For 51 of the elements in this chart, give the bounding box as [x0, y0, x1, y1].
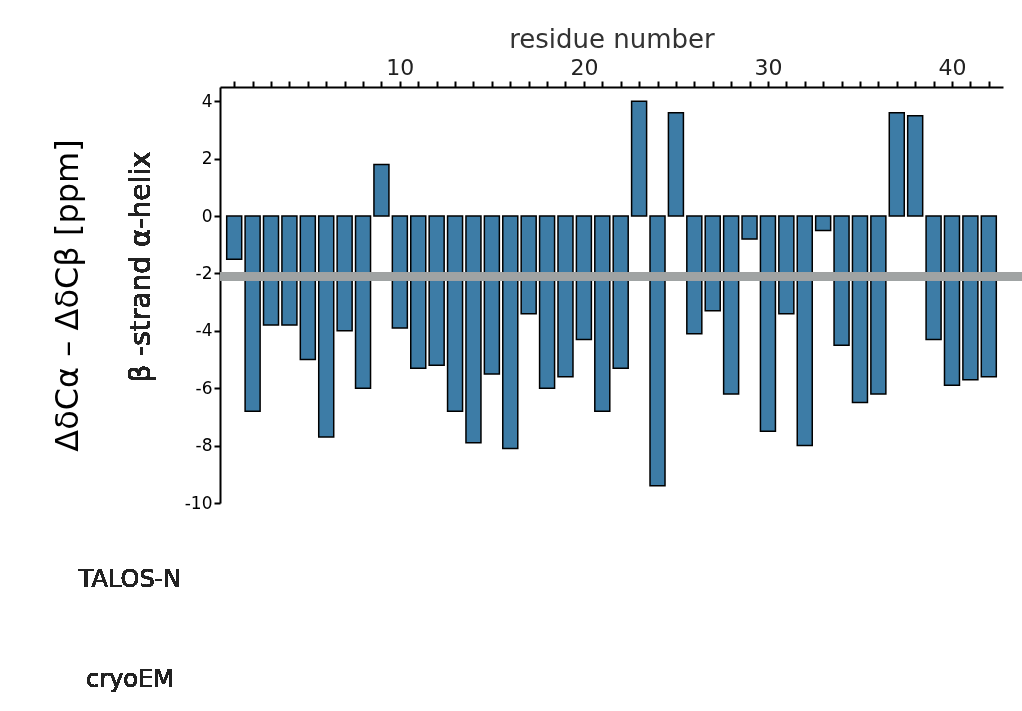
bar: [851, 215, 869, 404]
bar: [465, 215, 482, 444]
y-tick-label: -10: [184, 492, 213, 513]
bar: [446, 215, 464, 412]
x-tick-label: 40: [938, 54, 967, 80]
bar: [630, 100, 648, 217]
bar: [925, 215, 942, 341]
bar: [538, 215, 556, 389]
text: β -strand α-helix: [124, 151, 157, 383]
bar: [833, 215, 850, 346]
y-tick-label: 0: [201, 205, 213, 226]
bar: [354, 215, 372, 389]
bar: [888, 112, 906, 217]
bar: [759, 215, 777, 433]
bar: [225, 215, 243, 260]
bar: [575, 215, 593, 341]
bar: [336, 215, 353, 332]
bar: [778, 215, 795, 315]
y-tick-label: -4: [195, 320, 213, 341]
text: TALOS-N: [77, 565, 182, 593]
bar: [722, 215, 740, 395]
bar: [391, 215, 409, 329]
bar: [870, 215, 887, 395]
x-tick-label: 30: [754, 54, 783, 80]
bar: [557, 215, 574, 378]
text: cryoEM: [86, 665, 174, 693]
y-tick-label: 4: [201, 90, 213, 111]
bar: [483, 215, 501, 375]
bar: [281, 215, 298, 326]
bar: [299, 215, 317, 361]
y-tick-label: -2: [195, 262, 213, 283]
y-tick-label: -6: [195, 377, 213, 398]
bar: [649, 215, 666, 487]
x-tick-label: 10: [386, 54, 415, 80]
bar: [980, 215, 998, 378]
bar: [667, 112, 685, 217]
y-tick-label: -8: [195, 435, 213, 456]
x-axis-title: residue number: [509, 23, 716, 54]
bar: [741, 215, 758, 240]
bar: [796, 215, 813, 447]
bar: [244, 215, 261, 412]
y-tick-label: 2: [201, 148, 213, 169]
y-axis-title: ΔδCα – ΔδCβ [ppm]: [47, 139, 86, 452]
bar: [317, 215, 335, 438]
x-tick-label: 20: [570, 54, 599, 80]
bar: [906, 114, 924, 217]
bar: [943, 215, 961, 387]
bar: [262, 215, 280, 326]
bar: [373, 163, 390, 217]
bar: [962, 215, 979, 381]
bar: [814, 215, 832, 232]
